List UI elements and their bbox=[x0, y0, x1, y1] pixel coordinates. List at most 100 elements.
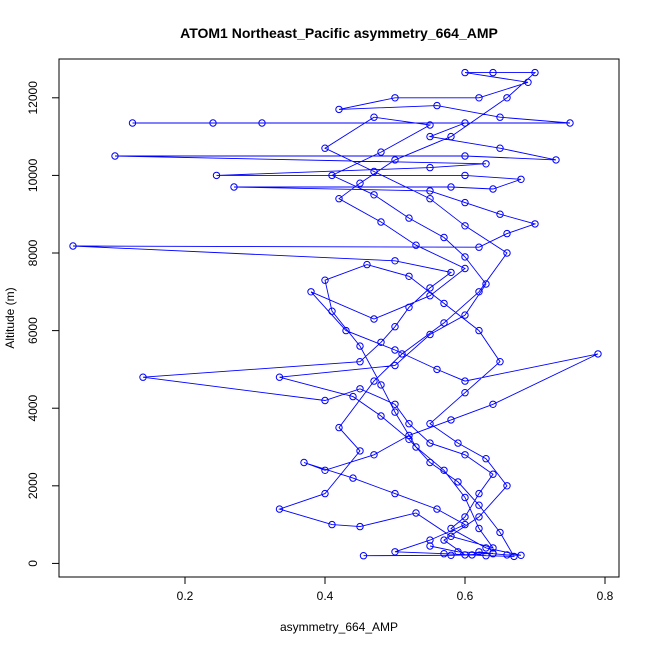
data-point bbox=[475, 94, 483, 102]
data-point bbox=[391, 361, 399, 370]
data-point bbox=[447, 532, 455, 540]
data-point bbox=[482, 552, 490, 560]
data-point bbox=[212, 171, 221, 180]
data-point bbox=[517, 551, 525, 559]
y-axis-label: Altitude (m) bbox=[3, 287, 17, 348]
data-point bbox=[321, 144, 329, 152]
data-point bbox=[482, 455, 490, 463]
data-point bbox=[440, 536, 448, 544]
data-point bbox=[370, 167, 378, 176]
data-point bbox=[503, 94, 511, 102]
data-point bbox=[517, 175, 525, 184]
y-tick-label: 0 bbox=[26, 560, 40, 567]
data-point bbox=[433, 365, 441, 374]
data-point bbox=[209, 119, 217, 127]
data-point bbox=[461, 520, 469, 529]
data-point bbox=[363, 260, 371, 269]
data-point bbox=[412, 443, 420, 451]
data-point bbox=[426, 458, 434, 467]
y-tick-label: 10000 bbox=[26, 158, 40, 192]
data-point bbox=[447, 183, 455, 191]
data-point bbox=[482, 544, 490, 552]
data-point bbox=[503, 551, 511, 559]
data-point bbox=[111, 152, 119, 160]
data-point bbox=[447, 524, 455, 533]
data-point bbox=[489, 549, 497, 557]
series-line bbox=[72, 72, 599, 557]
data-point bbox=[321, 276, 329, 284]
data-point bbox=[356, 179, 364, 187]
x-tick-label: 0.2 bbox=[177, 589, 194, 603]
data-point bbox=[426, 187, 434, 195]
data-point bbox=[426, 132, 434, 141]
data-point bbox=[391, 257, 399, 265]
data-point bbox=[566, 119, 574, 127]
y-tick-label: 4000 bbox=[26, 395, 40, 422]
series-layer bbox=[69, 68, 602, 561]
data-point bbox=[328, 171, 336, 180]
data-point bbox=[461, 493, 469, 502]
data-point bbox=[426, 195, 434, 203]
data-point bbox=[426, 439, 434, 447]
data-point bbox=[461, 264, 469, 273]
data-point bbox=[356, 342, 364, 350]
data-point bbox=[440, 299, 448, 308]
data-point bbox=[391, 400, 399, 408]
data-point bbox=[335, 423, 343, 432]
data-point bbox=[489, 544, 497, 552]
data-point bbox=[391, 156, 399, 164]
data-point bbox=[405, 435, 413, 443]
data-point bbox=[426, 163, 434, 172]
data-point bbox=[503, 482, 511, 490]
data-point bbox=[461, 551, 469, 559]
data-point bbox=[321, 466, 329, 474]
data-point bbox=[461, 171, 469, 180]
data-point bbox=[356, 385, 364, 393]
data-point bbox=[356, 447, 364, 455]
x-axis: 0.2 0.4 0.6 0.8 bbox=[177, 576, 614, 603]
data-point bbox=[440, 466, 448, 474]
data-point bbox=[475, 501, 483, 509]
data-point bbox=[468, 551, 476, 559]
data-point bbox=[475, 548, 483, 556]
data-point bbox=[461, 513, 469, 521]
data-point bbox=[482, 280, 490, 288]
data-point bbox=[447, 132, 455, 141]
data-point bbox=[447, 268, 455, 277]
data-point bbox=[335, 105, 343, 114]
data-point bbox=[377, 218, 385, 226]
data-point bbox=[461, 253, 469, 261]
data-point bbox=[461, 451, 469, 459]
data-point bbox=[496, 144, 504, 152]
data-point bbox=[391, 408, 399, 416]
data-point bbox=[510, 552, 518, 561]
data-point bbox=[370, 113, 378, 121]
data-point bbox=[275, 373, 284, 381]
data-point bbox=[433, 101, 441, 110]
data-point bbox=[489, 470, 497, 478]
y-axis: 0 2000 4000 6000 8000 10000 12000 bbox=[26, 81, 60, 567]
data-point bbox=[447, 416, 455, 424]
data-point bbox=[405, 272, 413, 280]
data-point bbox=[482, 160, 490, 168]
data-point bbox=[370, 191, 378, 199]
data-point bbox=[391, 94, 399, 102]
data-point bbox=[426, 121, 434, 129]
x-tick-label: 0.4 bbox=[317, 589, 334, 603]
data-point bbox=[489, 68, 497, 77]
data-point bbox=[377, 381, 385, 389]
data-point bbox=[461, 311, 469, 319]
data-point bbox=[489, 400, 497, 408]
data-point bbox=[128, 119, 137, 127]
data-point bbox=[391, 346, 399, 354]
x-tick-label: 0.6 bbox=[457, 589, 474, 603]
data-point bbox=[475, 524, 483, 533]
data-point bbox=[356, 358, 364, 366]
data-point bbox=[461, 389, 469, 397]
data-point bbox=[405, 420, 413, 428]
data-point bbox=[328, 307, 336, 315]
data-point bbox=[461, 152, 469, 160]
data-point bbox=[230, 183, 238, 191]
data-point bbox=[307, 288, 315, 296]
